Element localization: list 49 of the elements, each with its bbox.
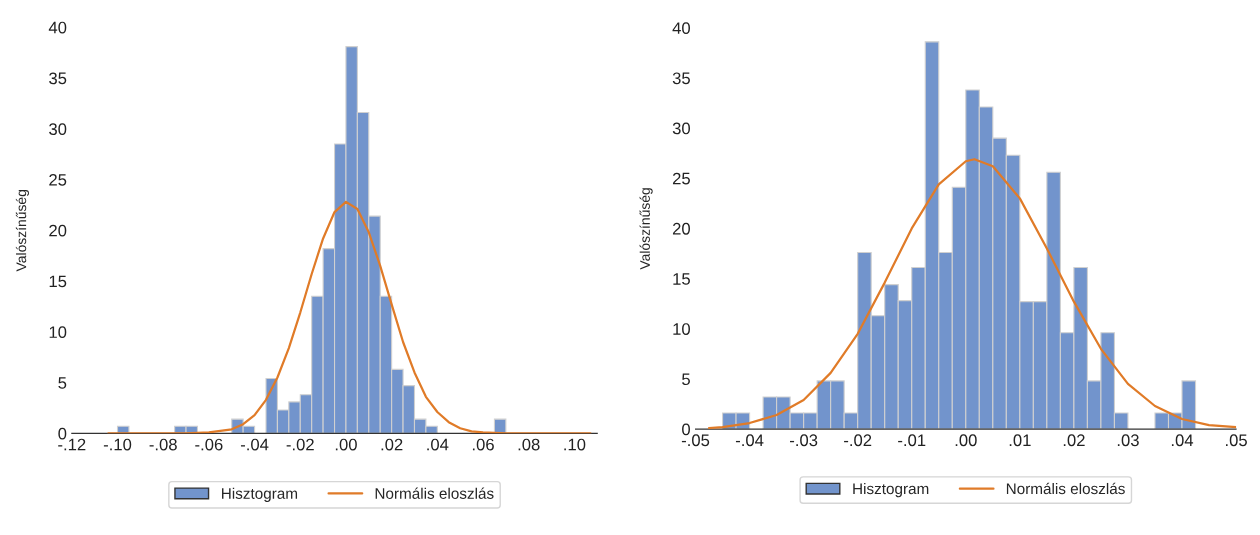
y-tick-label: 30 xyxy=(672,122,691,135)
y-tick-label: 30 xyxy=(49,123,67,135)
y-tick-label: 5 xyxy=(682,373,690,386)
x-tick-label: .10 xyxy=(564,438,586,451)
x-tick-label: -.02 xyxy=(286,438,314,451)
x-tick-label: .00 xyxy=(955,434,977,447)
x-tick-label: .08 xyxy=(518,438,540,451)
y-tick-label: 15 xyxy=(673,273,690,285)
x-tick-label: -.05 xyxy=(681,434,710,447)
x-tick-label: -.01 xyxy=(898,434,926,447)
x-tick-label: .05 xyxy=(1226,434,1247,447)
y-tick-label: 40 xyxy=(48,21,67,34)
line-series xyxy=(707,158,1237,430)
y-tick-label: 10 xyxy=(673,323,691,335)
x-tick-label: -.12 xyxy=(58,438,86,451)
y-tick-label: 35 xyxy=(672,72,690,85)
legend-label: Hisztogram xyxy=(222,487,298,502)
x-tick-label: .01 xyxy=(1009,434,1031,447)
y-tick-label: 20 xyxy=(672,222,691,235)
x-tick-label: -.06 xyxy=(195,438,223,451)
y-tick-label: 40 xyxy=(672,22,691,35)
legend-label: Normális eloszlás xyxy=(1006,482,1125,495)
line-series xyxy=(107,200,592,434)
x-tick-label: -.08 xyxy=(149,438,177,451)
y-tick-label: 25 xyxy=(49,173,67,186)
y-tick-label: 10 xyxy=(49,326,67,339)
x-tick-label: -.10 xyxy=(103,438,132,451)
y-tick-label: 0 xyxy=(682,423,691,436)
x-tick-label: .02 xyxy=(381,438,403,451)
legend-label: Hisztogram xyxy=(853,482,929,498)
x-tick-label: -.03 xyxy=(790,434,818,447)
x-tick-label: .03 xyxy=(1117,434,1139,447)
x-tick-label: .02 xyxy=(1063,434,1085,447)
y-tick-label: 20 xyxy=(49,224,67,237)
x-tick-label: -.04 xyxy=(735,434,764,447)
y-axis-title: Valószínűség xyxy=(639,188,653,270)
x-tick-label: .06 xyxy=(472,438,494,451)
y-tick-label: 5 xyxy=(58,377,67,389)
y-axis-title: Valószínűség xyxy=(15,190,29,272)
x-tick-label: -.04 xyxy=(240,438,269,451)
y-tick-label: 25 xyxy=(672,172,690,185)
y-tick-label: 35 xyxy=(49,72,67,85)
legend-label: Normális eloszlás xyxy=(375,487,494,499)
x-tick-label: .00 xyxy=(335,438,357,451)
x-tick-label: .04 xyxy=(427,438,449,451)
y-tick-label: 0 xyxy=(58,427,67,440)
x-tick-label: -.02 xyxy=(844,434,872,447)
x-tick-label: .04 xyxy=(1171,434,1194,447)
y-tick-label: 15 xyxy=(49,275,67,288)
